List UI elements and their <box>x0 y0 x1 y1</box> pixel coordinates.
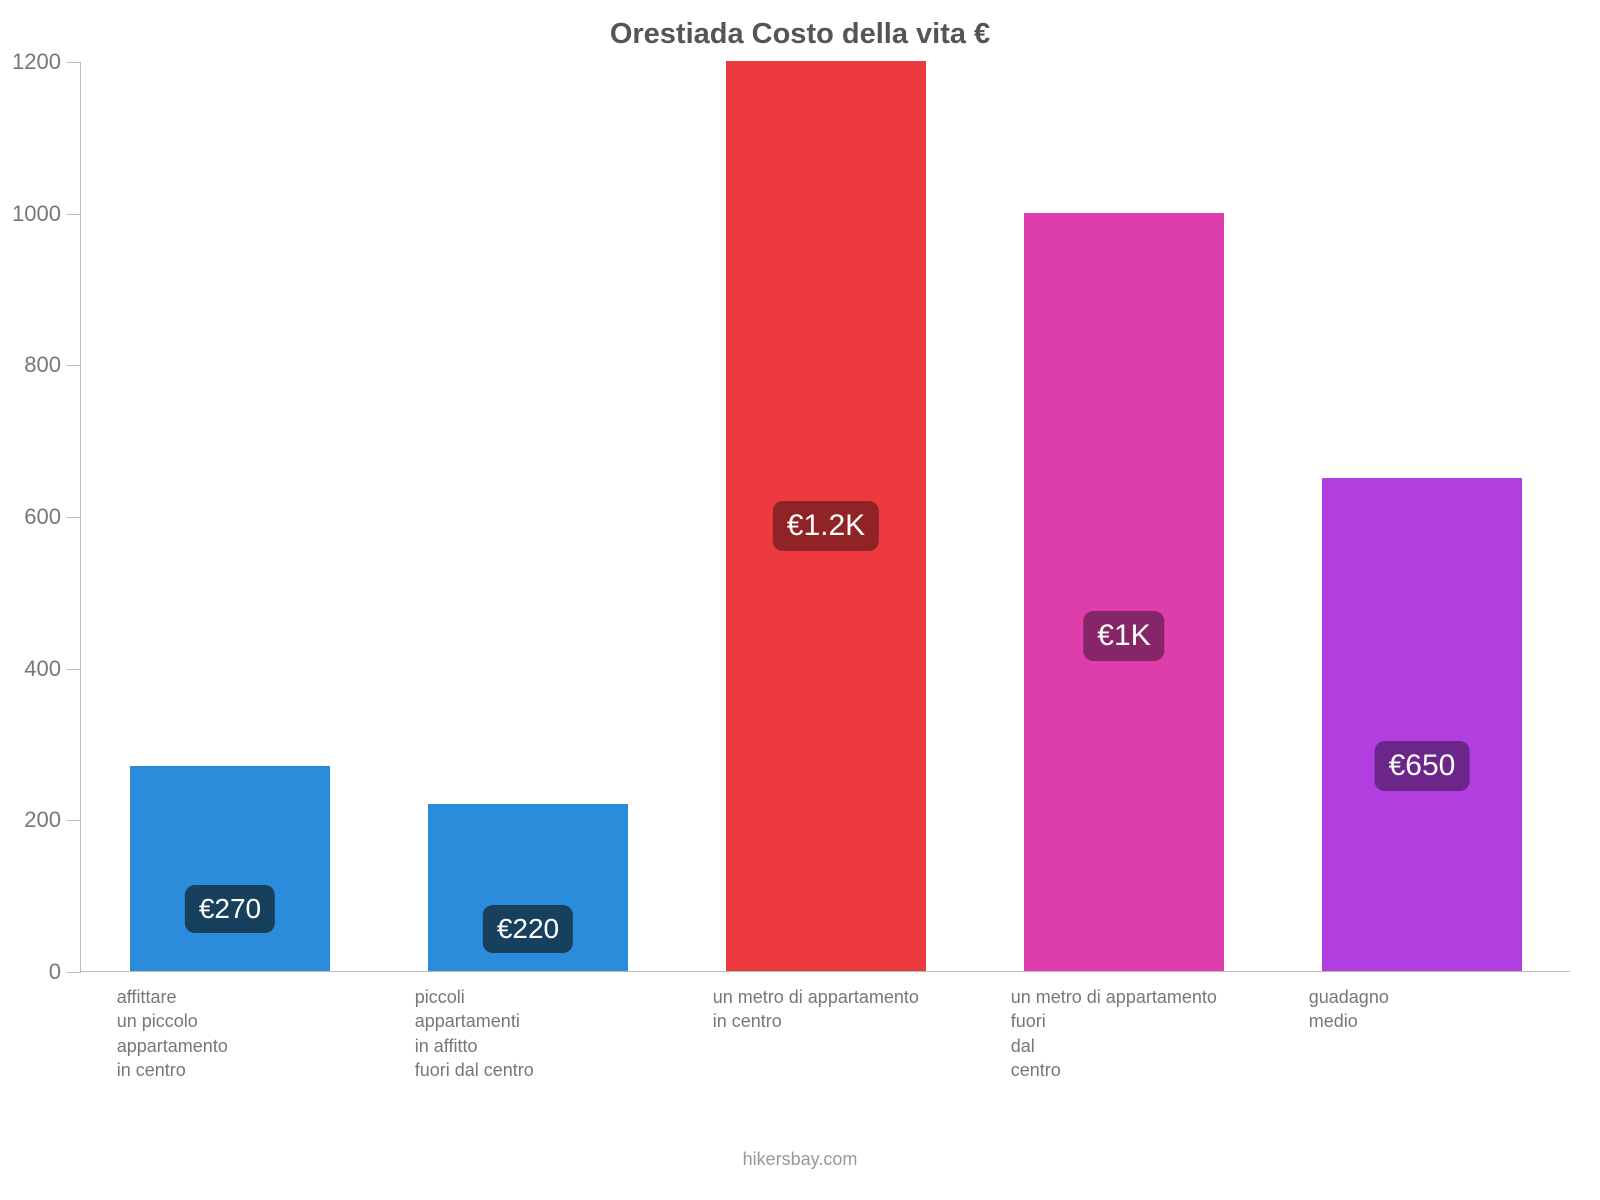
x-tick-label: affittare un piccolo appartamento in cen… <box>117 971 228 1082</box>
bar-value-badge: €270 <box>185 885 275 933</box>
y-tick-label: 1000 <box>12 201 81 227</box>
plot-area: 020040060080010001200€270affittare un pi… <box>80 62 1570 972</box>
y-tick-label: 400 <box>24 656 81 682</box>
bar: €270 <box>130 766 330 971</box>
x-tick-label: un metro di appartamento fuori dal centr… <box>1011 971 1217 1082</box>
x-tick-label: piccoli appartamenti in affitto fuori da… <box>415 971 534 1082</box>
y-tick-label: 0 <box>49 959 81 985</box>
chart-title: Orestiada Costo della vita € <box>0 18 1600 51</box>
y-tick-label: 200 <box>24 807 81 833</box>
bar-value-badge: €1.2K <box>773 501 879 551</box>
y-tick-label: 600 <box>24 504 81 530</box>
x-tick-label: guadagno medio <box>1309 971 1389 1034</box>
bar: €1K <box>1024 213 1224 971</box>
x-tick-label: un metro di appartamento in centro <box>713 971 919 1034</box>
bar-value-badge: €650 <box>1375 741 1470 791</box>
chart-credit: hikersbay.com <box>0 1149 1600 1170</box>
bar: €650 <box>1322 478 1522 971</box>
y-tick-label: 1200 <box>12 49 81 75</box>
bar-value-badge: €1K <box>1083 611 1164 661</box>
cost-of-living-bar-chart: Orestiada Costo della vita € 02004006008… <box>0 0 1600 1200</box>
bar-value-badge: €220 <box>483 905 573 953</box>
bar: €1.2K <box>726 61 926 971</box>
bar: €220 <box>428 804 628 971</box>
y-tick-label: 800 <box>24 352 81 378</box>
